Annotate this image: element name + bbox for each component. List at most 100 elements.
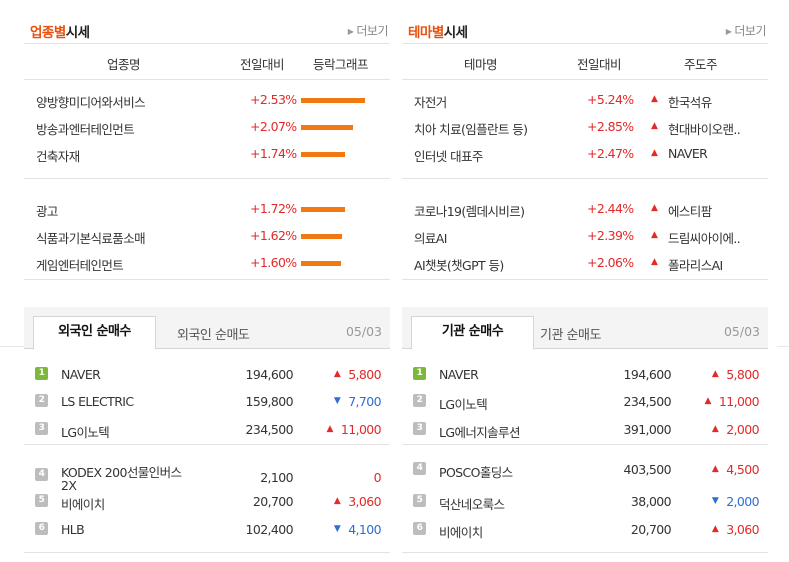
industry-row[interactable]: 양방향미디어와서비스 +2.53% — [24, 90, 390, 110]
stock-change: 4,500 — [726, 462, 759, 477]
stock-change: 4,100 — [348, 522, 381, 537]
foreign-row[interactable]: 1 NAVER 194,600 ▲ 5,800 — [24, 365, 390, 385]
theme-leader-stock[interactable]: 에스티팜 — [668, 204, 712, 219]
up-triangle-icon: ▲ — [333, 369, 341, 379]
institution-row[interactable]: 3 LG에너지솔루션 391,000 ▲ 2,000 — [402, 420, 768, 440]
institution-row[interactable]: 4 POSCO홀딩스 403,500 ▲ 4,500 — [402, 460, 768, 480]
col-change: 전일대비 — [240, 57, 285, 72]
industry-name[interactable]: 광고 — [36, 204, 58, 219]
theme-row[interactable]: 인터넷 대표주 +2.47% ▲ NAVER — [402, 144, 768, 164]
theme-leader-stock[interactable]: 드림씨아이에.. — [668, 231, 741, 246]
theme-change: +2.85% — [587, 119, 634, 134]
stock-name[interactable]: LG이노텍 — [439, 397, 488, 412]
theme-name[interactable]: 코로나19(렘데시비르) — [414, 204, 525, 219]
theme-leader-stock[interactable]: 현대바이오랜.. — [668, 122, 741, 137]
theme-name[interactable]: 자전거 — [414, 95, 447, 110]
foreign-tabs: 외국인 순매수 외국인 순매도 05/03 — [24, 307, 390, 350]
industry-name[interactable]: 양방향미디어와서비스 — [36, 95, 146, 110]
industry-panel: 업종별시세 ▶ 더보기 업종명 전일대비 등락그래프 양방향미디어와서비스 +2.5… — [24, 14, 390, 280]
theme-name[interactable]: 치아 치료(임플란트 등) — [414, 122, 528, 137]
industry-name[interactable]: 게임엔터테인먼트 — [36, 258, 124, 273]
industry-row[interactable]: 건축자재 +1.74% — [24, 144, 390, 164]
theme-name[interactable]: AI챗봇(챗GPT 등) — [414, 258, 504, 273]
institution-row[interactable]: 1 NAVER 194,600 ▲ 5,800 — [402, 365, 768, 385]
foreign-row[interactable]: 5 비에이치 20,700 ▲ 3,060 — [24, 492, 390, 512]
industry-bar — [301, 207, 345, 212]
rank-badge: 1 — [35, 367, 48, 380]
industry-change: +1.62% — [250, 228, 297, 243]
industry-header: 업종명 전일대비 등락그래프 — [24, 44, 390, 80]
stock-name[interactable]: 비에이치 — [439, 525, 483, 540]
theme-name[interactable]: 인터넷 대표주 — [414, 149, 483, 164]
foreign-row[interactable]: 6 HLB 102,400 ▼ 4,100 — [24, 520, 390, 540]
theme-change: +2.06% — [587, 255, 634, 270]
theme-title[interactable]: 테마별시세 — [408, 25, 468, 41]
stock-name[interactable]: HLB — [61, 522, 85, 537]
tab-foreign-net-buy[interactable]: 외국인 순매수 — [33, 316, 156, 350]
rank-badge: 6 — [413, 522, 426, 535]
tab-institution-net-sell[interactable]: 기관 순매도 — [540, 328, 601, 343]
col-graph: 등락그래프 — [313, 57, 369, 72]
stock-name[interactable]: LS ELECTRIC — [61, 394, 134, 409]
industry-row[interactable]: 방송과엔터테인먼트 +2.07% — [24, 117, 390, 137]
industry-change: +1.60% — [250, 255, 297, 270]
foreign-row[interactable]: 3 LG이노텍 234,500 ▲ 11,000 — [24, 420, 390, 440]
institution-row[interactable]: 2 LG이노텍 234,500 ▲ 11,000 — [402, 392, 768, 412]
theme-row[interactable]: AI챗봇(챗GPT 등) +2.06% ▲ 폴라리스AI — [402, 253, 768, 273]
theme-row[interactable]: 치아 치료(임플란트 등) +2.85% ▲ 현대바이오랜.. — [402, 117, 768, 137]
theme-leader-stock[interactable]: 폴라리스AI — [668, 258, 723, 273]
industry-name[interactable]: 건축자재 — [36, 149, 80, 164]
industry-bar — [301, 152, 345, 157]
up-triangle-icon: ▲ — [711, 464, 719, 474]
theme-more-link[interactable]: ▶ 더보기 — [725, 24, 767, 38]
tab-institution-net-buy[interactable]: 기관 순매수 — [411, 316, 534, 350]
rank-badge: 5 — [35, 494, 48, 507]
industry-group: 광고 +1.72% 식품과기본식료품소매 +1.62% 게임엔터테인먼트 +1.60% — [24, 179, 390, 280]
stock-name[interactable]: NAVER — [439, 367, 479, 382]
stock-name[interactable]: 비에이치 — [61, 497, 105, 512]
up-triangle-icon: ▲ — [651, 121, 658, 131]
theme-group: 코로나19(렘데시비르) +2.44% ▲ 에스티팜 의료AI +2.39% ▲ 드림씨아이에… — [402, 179, 768, 280]
industry-more-link[interactable]: ▶ 더보기 — [347, 24, 389, 38]
theme-row[interactable]: 자전거 +5.24% ▲ 한국석유 — [402, 90, 768, 110]
foreign-row[interactable]: 2 LS ELECTRIC 159,800 ▼ 7,700 — [24, 392, 390, 412]
theme-header: 테마명 전일대비 주도주 — [402, 44, 768, 80]
stock-name[interactable]: KODEX 200선물인버스 — [61, 465, 182, 480]
stock-name[interactable]: 덕산네오룩스 — [439, 497, 505, 512]
institution-trade-panel: 기관 순매수 기관 순매도 05/03 1 NAVER 194,600 ▲ 5,800 2… — [402, 307, 768, 553]
left-edge-divider — [0, 346, 24, 347]
foreign-row[interactable]: 4 KODEX 200선물인버스 2X 2,100 0 — [24, 460, 390, 493]
foreign-group: 1 NAVER 194,600 ▲ 5,800 2 LS ELECTRIC 159,800 ▼ 7… — [24, 349, 390, 445]
stock-change: 7,700 — [348, 394, 381, 409]
theme-row[interactable]: 코로나19(렘데시비르) +2.44% ▲ 에스티팜 — [402, 199, 768, 219]
stock-price: 234,500 — [623, 394, 672, 409]
tab-foreign-net-sell[interactable]: 외국인 순매도 — [177, 328, 250, 343]
up-triangle-icon: ▲ — [333, 496, 341, 506]
stock-price: 102,400 — [245, 522, 294, 537]
foreign-group: 4 KODEX 200선물인버스 2X 2,100 0 5 비에이치 20,700 ▲ 3,060… — [24, 445, 390, 553]
industry-row[interactable]: 식품과기본식료품소매 +1.62% — [24, 226, 390, 246]
theme-leader-stock[interactable]: 한국석유 — [668, 95, 712, 110]
stock-price: 194,600 — [623, 367, 672, 382]
up-triangle-icon: ▲ — [711, 524, 719, 534]
industry-title-row: 업종별시세 ▶ 더보기 — [24, 14, 390, 44]
stock-name[interactable]: LG에너지솔루션 — [439, 425, 520, 440]
theme-row[interactable]: 의료AI +2.39% ▲ 드림씨아이에.. — [402, 226, 768, 246]
stock-name[interactable]: LG이노텍 — [61, 425, 110, 440]
stock-name-line2[interactable]: 2X — [61, 478, 77, 493]
stock-price: 194,600 — [245, 367, 294, 382]
institution-row[interactable]: 6 비에이치 20,700 ▲ 3,060 — [402, 520, 768, 540]
theme-leader-stock[interactable]: NAVER — [668, 146, 708, 161]
industry-row[interactable]: 광고 +1.72% — [24, 199, 390, 219]
institution-row[interactable]: 5 덕산네오룩스 38,000 ▼ 2,000 — [402, 492, 768, 512]
stock-name[interactable]: NAVER — [61, 367, 101, 382]
rank-badge: 3 — [413, 422, 426, 435]
industry-title[interactable]: 업종별시세 — [30, 25, 90, 41]
industry-name[interactable]: 식품과기본식료품소매 — [36, 231, 146, 246]
industry-row[interactable]: 게임엔터테인먼트 +1.60% — [24, 253, 390, 273]
theme-name[interactable]: 의료AI — [414, 231, 447, 246]
stock-name[interactable]: POSCO홀딩스 — [439, 465, 513, 480]
up-triangle-icon: ▲ — [651, 203, 658, 213]
industry-name[interactable]: 방송과엔터테인먼트 — [36, 122, 135, 137]
